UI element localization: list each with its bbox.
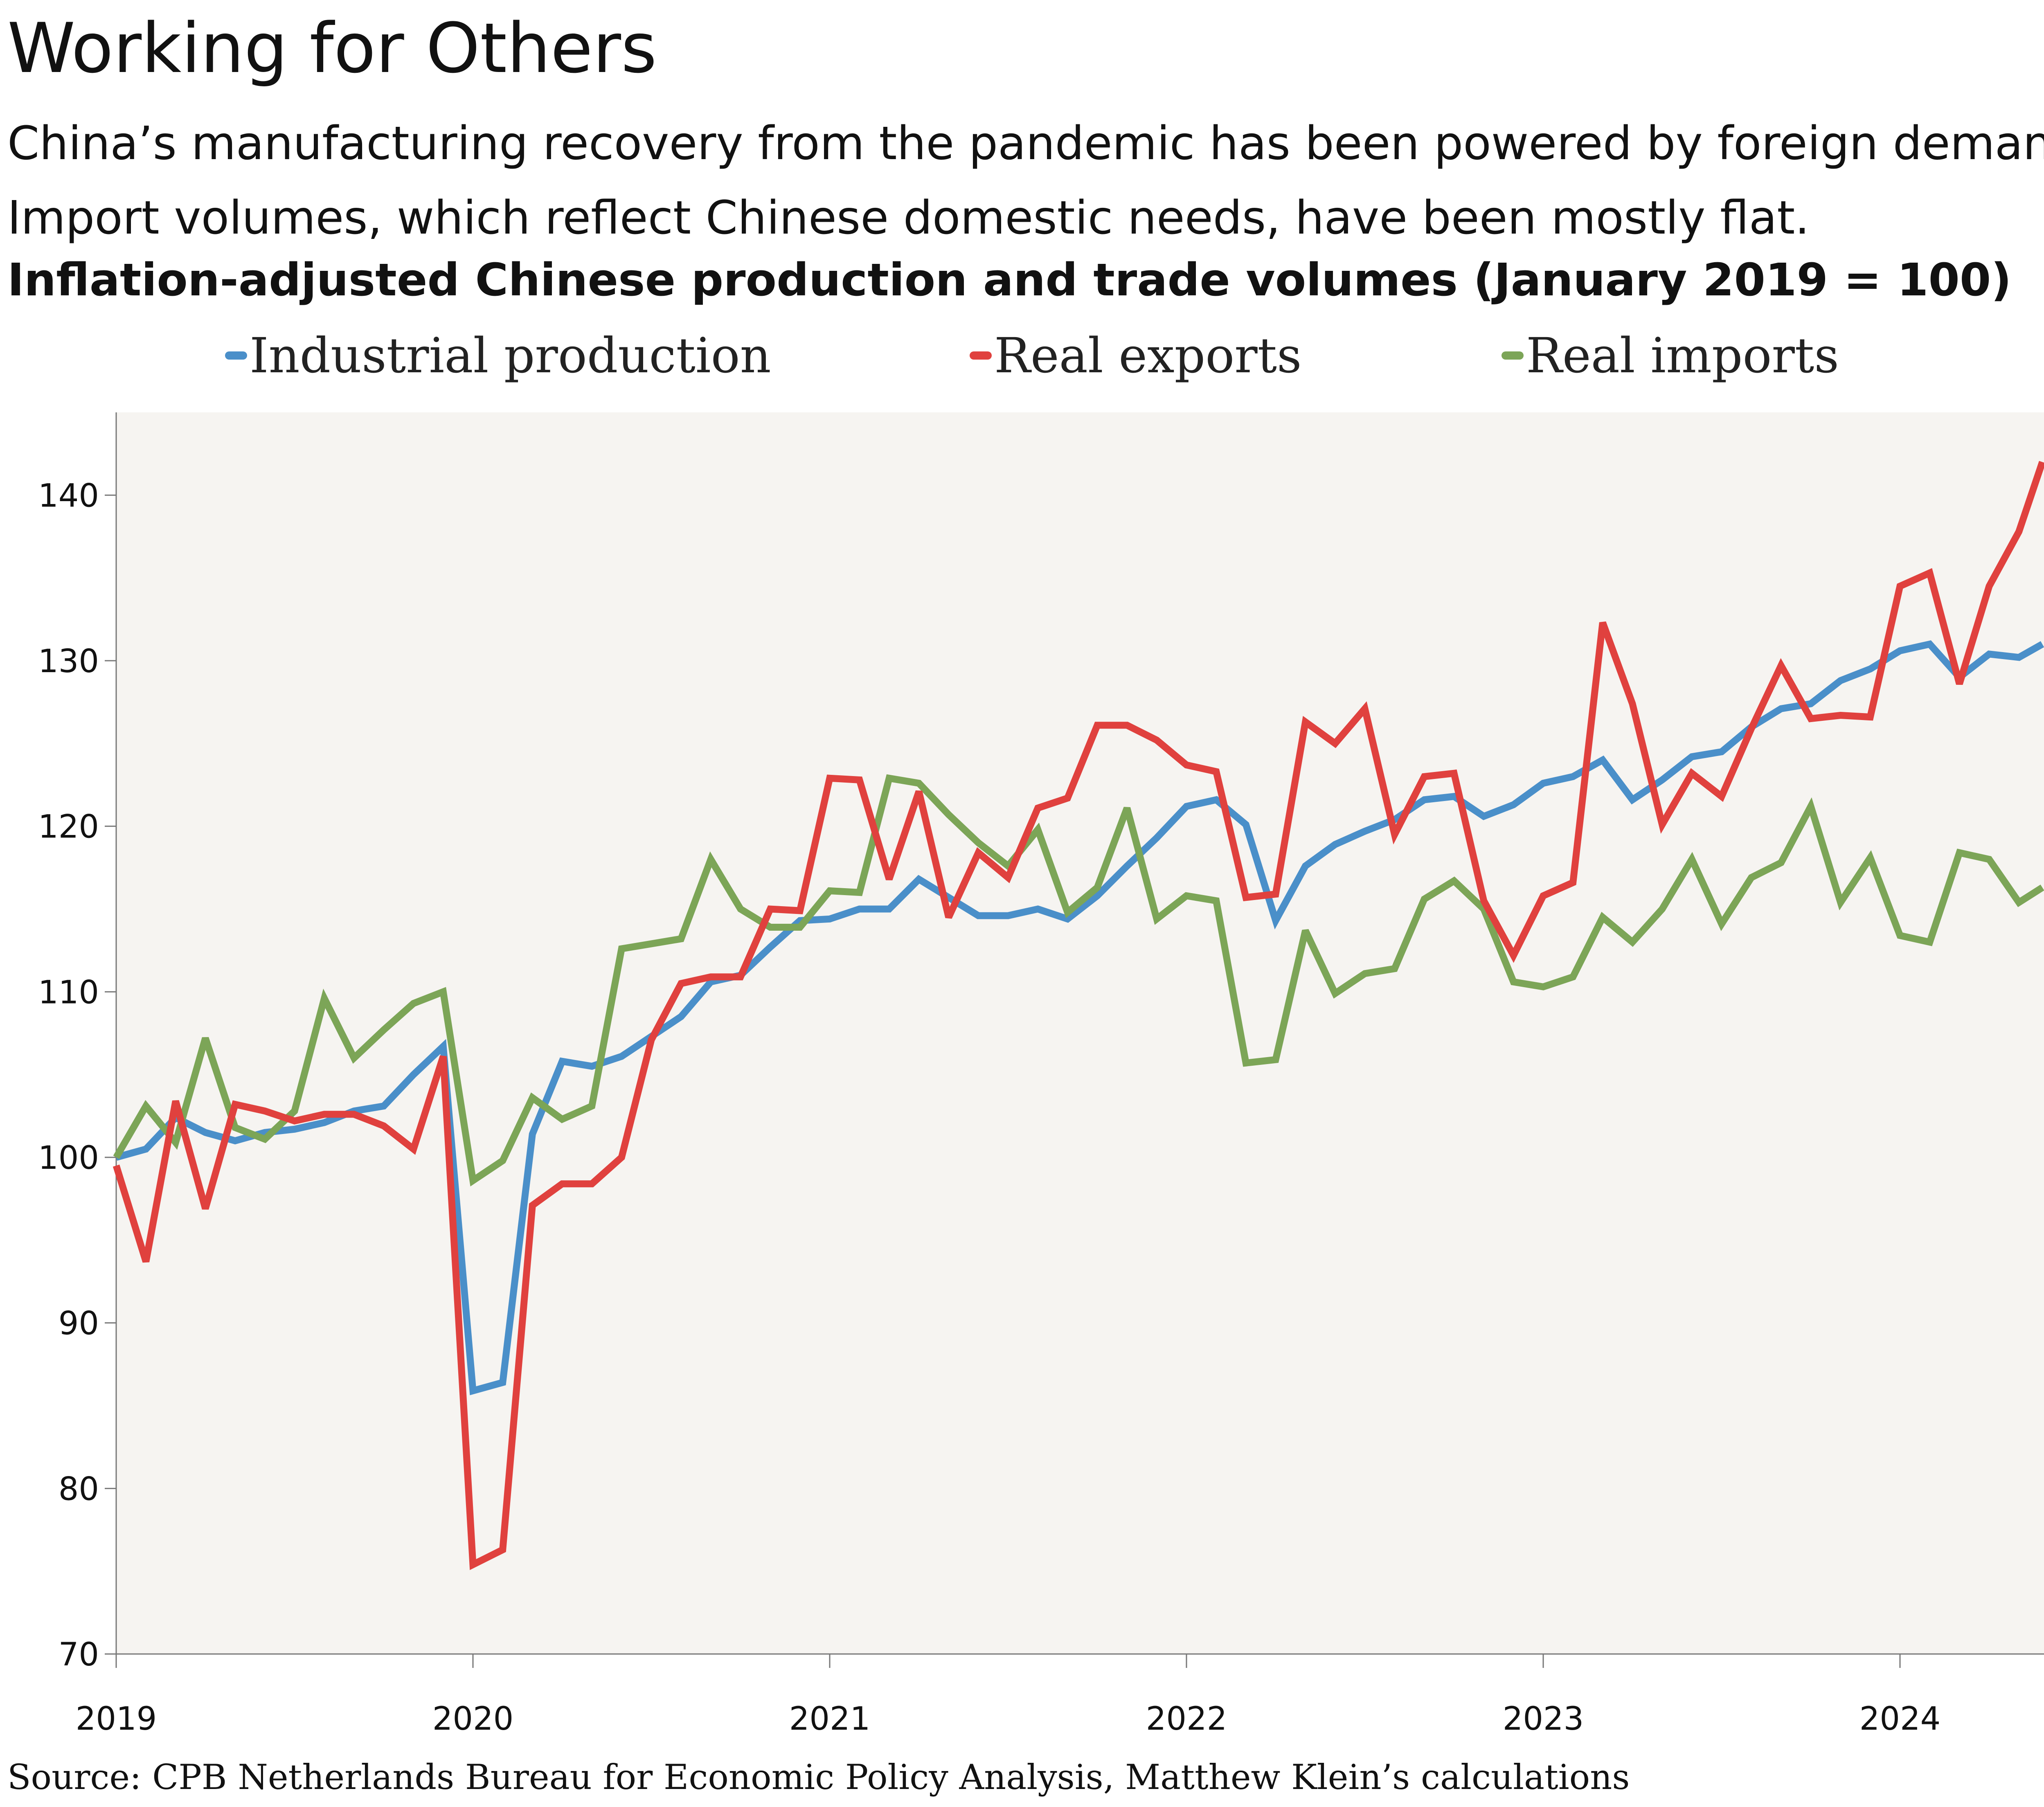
x-tick-label: 2020 [432, 1701, 514, 1737]
page-subtitle: China’s manufacturing recovery from the … [7, 106, 2044, 255]
y-tick-label: 100 [38, 1140, 99, 1177]
y-axis-ticks: 70 80 90 100 110 120 130 140 [38, 477, 116, 1673]
legend-swatch-real-exports [970, 351, 992, 360]
y-tick-label: 90 [59, 1305, 99, 1342]
legend-label-real-exports: Real exports [994, 327, 1302, 384]
x-axis-ticks: 2019 2020 2021 2022 2023 2024 [76, 1654, 1941, 1737]
series-line-real-imports [113, 774, 2044, 1187]
legend-swatch-industrial-production [225, 351, 247, 360]
legend-item-industrial-production: Industrial production [225, 327, 771, 384]
y-tick-label: 140 [38, 477, 99, 514]
chart-axes [115, 412, 2044, 1655]
legend-swatch-real-imports [1501, 351, 1524, 360]
legend-label-real-imports: Real imports [1526, 327, 1839, 384]
y-tick-label: 120 [38, 809, 99, 846]
y-tick-label: 80 [59, 1471, 99, 1508]
subtitle-line-1: China’s manufacturing recovery from the … [7, 117, 2044, 170]
page-title: Working for Others [7, 8, 657, 88]
legend-item-real-imports: Real imports [1501, 327, 1839, 384]
x-tick-label: 2019 [76, 1701, 157, 1737]
x-tick-label: 2022 [1146, 1701, 1227, 1737]
subtitle-line-2: Import volumes, which reflect Chinese do… [7, 191, 1810, 245]
plot-area [116, 412, 2044, 1654]
legend-item-real-exports: Real exports [970, 327, 1302, 384]
y-tick-label: 110 [38, 974, 99, 1011]
series-line-industrial-production [115, 640, 2044, 1395]
series-line-real-exports [113, 461, 2044, 1570]
y-tick-label: 130 [38, 643, 99, 680]
x-tick-label: 2024 [1859, 1701, 1941, 1737]
y-tick-label: 70 [59, 1636, 99, 1673]
chart-title: Inflation-adjusted Chinese production an… [7, 254, 2012, 306]
chart-legend: Industrial production Real exports Real … [0, 327, 2044, 393]
series-lines [113, 461, 2044, 1570]
x-tick-label: 2021 [789, 1701, 871, 1737]
legend-label-industrial-production: Industrial production [250, 327, 771, 384]
x-tick-label: 2023 [1503, 1701, 1584, 1737]
source-note: Source: CPB Netherlands Bureau for Econo… [7, 1757, 1630, 1797]
